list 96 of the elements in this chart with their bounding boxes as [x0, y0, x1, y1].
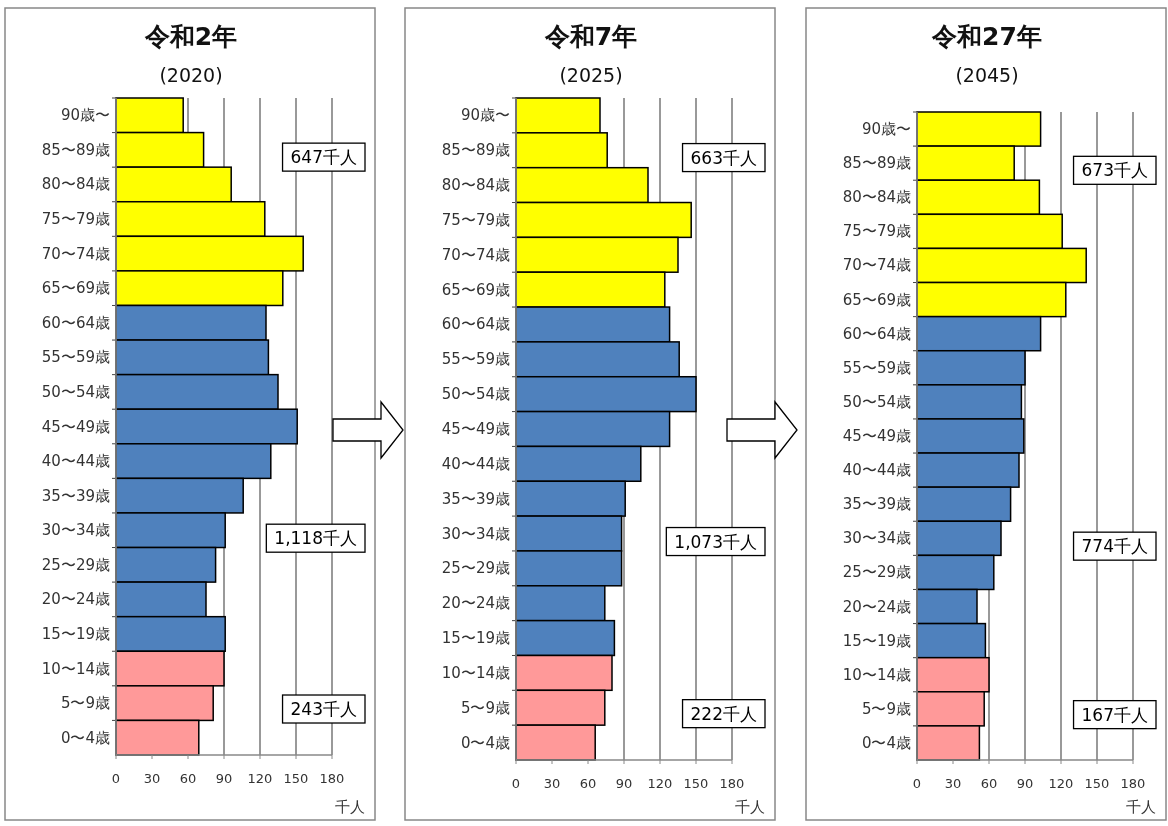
y-tick-label: 55〜59歳: [41, 348, 110, 367]
y-tick-label: 0〜4歳: [460, 733, 510, 752]
y-tick-label: 15〜19歳: [842, 631, 911, 650]
y-tick-label: 55〜59歳: [842, 358, 911, 377]
y-tick-label: 60〜64歳: [842, 324, 911, 343]
chart-subtitle: (2020): [159, 64, 223, 86]
x-tick-label: 90: [215, 771, 233, 786]
x-tick-label: 90: [1016, 776, 1034, 791]
x-tick-label: 120: [247, 771, 273, 786]
annotation: 167千人: [1081, 704, 1148, 725]
y-tick-label: 65〜69歳: [842, 290, 911, 309]
annotation: 774千人: [1081, 536, 1148, 557]
x-axis-title: 千人: [735, 798, 765, 816]
x-tick-label: 0: [912, 776, 922, 791]
y-tick-label: 10〜14歳: [842, 665, 911, 684]
y-tick-label: 5〜9歳: [60, 694, 110, 713]
y-tick-label: 75〜79歳: [41, 210, 110, 229]
y-tick-label: 20〜24歳: [41, 590, 110, 609]
annotation: 673千人: [1081, 160, 1148, 181]
x-tick-label: 60: [179, 771, 197, 786]
y-tick-label: 80〜84歳: [441, 176, 510, 195]
y-tick-label: 30〜34歳: [41, 521, 110, 540]
y-tick-label: 70〜74歳: [842, 256, 911, 275]
x-tick-label: 30: [143, 771, 161, 786]
x-tick-label: 0: [511, 776, 521, 791]
y-tick-label: 0〜4歳: [861, 733, 911, 752]
x-tick-label: 180: [719, 776, 745, 791]
y-tick-label: 75〜79歳: [842, 222, 911, 241]
y-tick-label: 90歳〜: [60, 106, 110, 125]
y-tick-label: 55〜59歳: [441, 350, 510, 369]
y-tick-label: 20〜24歳: [441, 594, 510, 613]
y-tick-label: 45〜49歳: [842, 427, 911, 445]
chart-subtitle: (2045): [955, 64, 1019, 86]
y-tick-label: 40〜44歳: [842, 461, 911, 480]
y-tick-label: 60〜64歳: [441, 315, 510, 334]
chart-title: 令和27年: [931, 22, 1042, 51]
y-tick-label: 35〜39歳: [842, 495, 911, 514]
x-axis-title: 千人: [335, 798, 365, 816]
y-tick-label: 70〜74歳: [41, 244, 110, 263]
x-tick-label: 90: [615, 776, 633, 791]
chart-title: 令和2年: [143, 22, 238, 51]
y-tick-label: 60〜64歳: [41, 313, 110, 332]
y-tick-label: 15〜19歳: [41, 624, 110, 643]
x-tick-label: 120: [1048, 776, 1074, 791]
y-tick-label: 25〜29歳: [41, 555, 110, 574]
y-tick-label: 70〜74歳: [441, 245, 510, 264]
y-tick-label: 75〜79歳: [441, 210, 510, 229]
y-tick-label: 10〜14歳: [41, 659, 110, 678]
x-tick-label: 150: [1084, 776, 1110, 791]
y-tick-label: 15〜19歳: [441, 629, 510, 648]
x-tick-label: 150: [283, 771, 309, 786]
y-tick-label: 5〜9歳: [460, 698, 510, 717]
y-tick-label: 30〜34歳: [842, 529, 911, 548]
y-tick-label: 10〜14歳: [441, 663, 510, 682]
annotation: 1,118千人: [274, 528, 357, 549]
y-tick-label: 50〜54歳: [41, 382, 110, 401]
annotation: 647千人: [290, 147, 357, 168]
x-tick-label: 30: [944, 776, 962, 791]
y-tick-label: 45〜49歳: [41, 417, 110, 436]
y-tick-label: 35〜39歳: [41, 486, 110, 505]
y-tick-label: 45〜49歳: [441, 420, 510, 438]
y-tick-label: 50〜54歳: [441, 385, 510, 404]
x-tick-label: 30: [543, 776, 561, 791]
annotation: 663千人: [690, 147, 757, 168]
y-tick-label: 40〜44歳: [441, 454, 510, 473]
y-tick-label: 30〜34歳: [441, 524, 510, 543]
x-tick-label: 60: [980, 776, 998, 791]
y-tick-label: 35〜39歳: [441, 489, 510, 508]
y-tick-label: 90歳〜: [861, 120, 911, 139]
y-tick-label: 20〜24歳: [842, 597, 911, 616]
y-tick-label: 65〜69歳: [41, 279, 110, 298]
x-tick-label: 0: [111, 771, 121, 786]
y-tick-label: 90歳〜: [460, 106, 510, 125]
y-tick-label: 85〜89歳: [842, 154, 911, 173]
y-tick-label: 0〜4歳: [60, 728, 110, 747]
x-tick-label: 60: [579, 776, 597, 791]
x-tick-label: 150: [683, 776, 709, 791]
y-tick-label: 25〜29歳: [842, 563, 911, 582]
y-tick-label: 40〜44歳: [41, 452, 110, 471]
annotation: 243千人: [290, 699, 357, 720]
x-tick-label: 180: [1120, 776, 1146, 791]
chart-title: 令和7年: [543, 22, 638, 51]
y-tick-label: 85〜89歳: [41, 140, 110, 159]
annotation: 222千人: [690, 703, 757, 724]
y-tick-label: 50〜54歳: [842, 392, 911, 411]
annotation: 1,073千人: [674, 531, 757, 552]
y-tick-label: 80〜84歳: [842, 188, 911, 207]
y-tick-label: 65〜69歳: [441, 280, 510, 299]
y-tick-label: 25〜29歳: [441, 559, 510, 578]
y-tick-label: 85〜89歳: [441, 141, 510, 160]
chart-subtitle: (2025): [559, 64, 623, 86]
y-tick-label: 80〜84歳: [41, 175, 110, 194]
x-tick-label: 120: [647, 776, 673, 791]
y-tick-label: 5〜9歳: [861, 699, 911, 718]
x-tick-label: 180: [319, 771, 345, 786]
x-axis-title: 千人: [1126, 798, 1156, 816]
